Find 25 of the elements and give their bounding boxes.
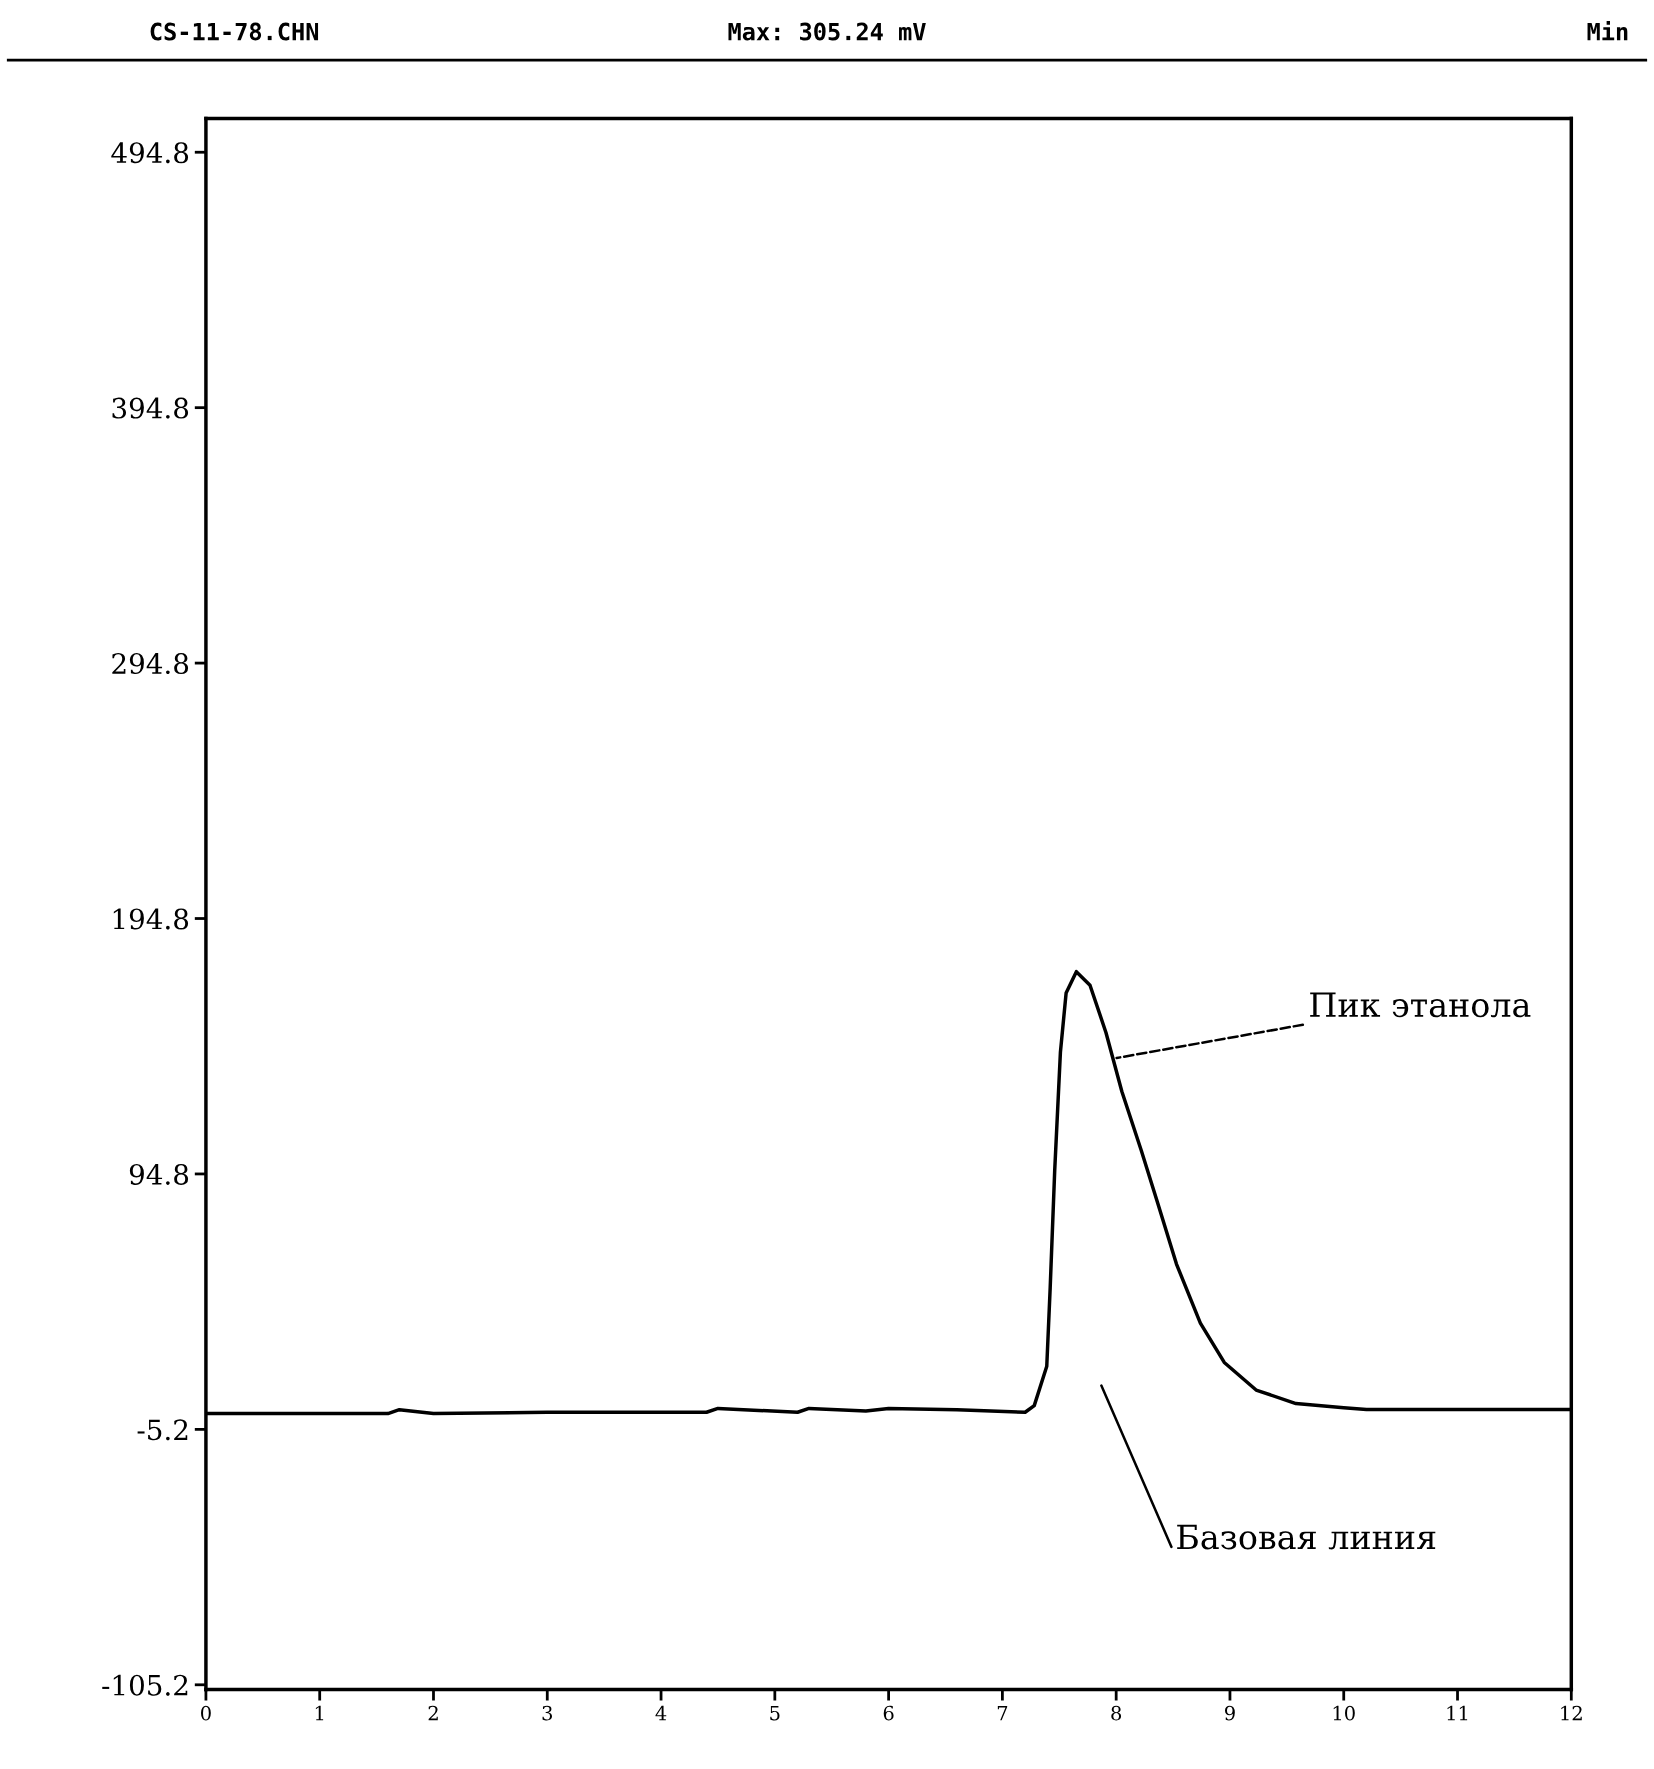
y-tick-label: -105.2 xyxy=(102,1674,188,1696)
text: Min xyxy=(1587,20,1628,41)
x-tick-label: 5 xyxy=(770,1705,780,1721)
x-tick-label: 2 xyxy=(428,1705,438,1721)
x-tick-label: 4 xyxy=(655,1705,667,1721)
text: Max: 305.24 mV xyxy=(728,22,926,41)
x-tick-label: 8 xyxy=(1111,1705,1122,1721)
x-tick-label: 6 xyxy=(883,1705,894,1721)
y-tick-label: 394.8 xyxy=(112,397,189,419)
x-tick-label: 9 xyxy=(1224,1705,1235,1721)
y-tick-label: 294.8 xyxy=(112,653,189,675)
annotation: Базовая линия xyxy=(1177,1524,1436,1550)
x-tick-label: 10 xyxy=(1333,1705,1355,1721)
y-tick-label: 94.8 xyxy=(129,1163,189,1185)
x-tick-label: 0 xyxy=(201,1705,211,1721)
text: CS-11-78.CHN xyxy=(150,22,319,41)
x-tick-label: 12 xyxy=(1561,1705,1582,1721)
annotation: Пик этанола xyxy=(1310,992,1531,1018)
y-tick-label: -5.2 xyxy=(137,1419,188,1441)
x-tick-label: 1 xyxy=(315,1705,324,1721)
x-tick-label: 3 xyxy=(542,1705,553,1721)
x-tick-label: 11 xyxy=(1447,1705,1468,1721)
x-tick-label: 7 xyxy=(997,1705,1008,1721)
y-tick-label: 194.8 xyxy=(113,908,189,930)
y-tick-label: 494.8 xyxy=(111,142,189,164)
